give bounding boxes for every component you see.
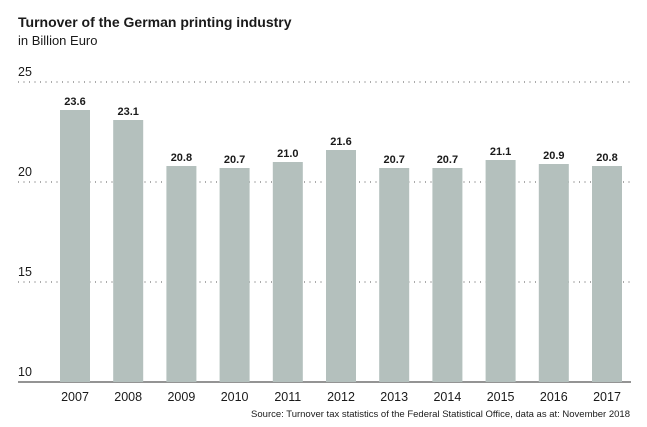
- x-tick-label: 2011: [274, 390, 301, 404]
- bars: [60, 110, 622, 382]
- value-label-bg: [485, 143, 516, 158]
- value-label-bg: [326, 133, 356, 148]
- bar-2009: [166, 166, 197, 382]
- bar-2016: [538, 164, 569, 382]
- x-tick-label: 2009: [167, 390, 195, 404]
- bar-2011: [272, 162, 303, 382]
- x-tick-label: 2008: [114, 390, 142, 404]
- x-tick-label: 2014: [433, 390, 461, 404]
- x-tick-label: 2007: [61, 390, 89, 404]
- y-tick-label: 15: [18, 265, 32, 279]
- bar-2007: [60, 110, 90, 382]
- bar-2010: [219, 168, 250, 382]
- chart-title: Turnover of the German printing industry: [18, 14, 292, 30]
- value-label-bg: [166, 149, 197, 164]
- y-tick-label: 20: [18, 165, 32, 179]
- chart-subtitle: in Billion Euro: [18, 33, 98, 48]
- value-label: 20.7: [383, 154, 404, 166]
- value-label: 21.6: [330, 136, 351, 148]
- value-label-bg: [272, 145, 303, 160]
- x-tick-label: 2010: [221, 390, 249, 404]
- value-labels: 23.6 23.1 20.8 20.7 21.0 21.6 20.7 20.7 21.1 20.9…: [60, 93, 622, 166]
- value-label-bg: [379, 151, 410, 166]
- x-tick-label: 2017: [593, 390, 621, 404]
- value-label: 23.6: [64, 96, 85, 108]
- bar-2015: [485, 160, 516, 382]
- x-tick-label: 2016: [540, 390, 568, 404]
- source-note: Source: Turnover tax statistics of the F…: [251, 409, 630, 420]
- y-axis: 10 15 20 25: [18, 65, 32, 379]
- value-label: 20.8: [596, 152, 617, 164]
- value-label-bg: [538, 147, 569, 162]
- value-label-bg: [592, 149, 622, 164]
- y-tick-label: 10: [18, 365, 32, 379]
- value-label-bg: [113, 103, 144, 118]
- bar-2012: [326, 150, 356, 382]
- value-label: 21.0: [277, 148, 298, 160]
- value-label: 20.7: [224, 154, 245, 166]
- y-tick-label: 25: [18, 65, 32, 79]
- value-label: 20.9: [543, 150, 564, 162]
- value-label-bg: [60, 93, 90, 108]
- x-axis: 2007 2008 2009 2010 2011 2012 2013 2014 2015 2016…: [61, 390, 621, 404]
- value-label: 23.1: [117, 106, 138, 118]
- value-label: 21.1: [490, 146, 511, 158]
- value-label: 20.8: [171, 152, 192, 164]
- bar-2014: [432, 168, 463, 382]
- x-tick-label: 2015: [487, 390, 515, 404]
- bar-2008: [113, 120, 144, 382]
- bar-2013: [379, 168, 410, 382]
- x-tick-label: 2012: [327, 390, 355, 404]
- bar-2017: [592, 166, 622, 382]
- value-label: 20.7: [437, 154, 458, 166]
- x-tick-label: 2013: [380, 390, 408, 404]
- value-label-bg: [219, 151, 250, 166]
- value-label-bg: [432, 151, 463, 166]
